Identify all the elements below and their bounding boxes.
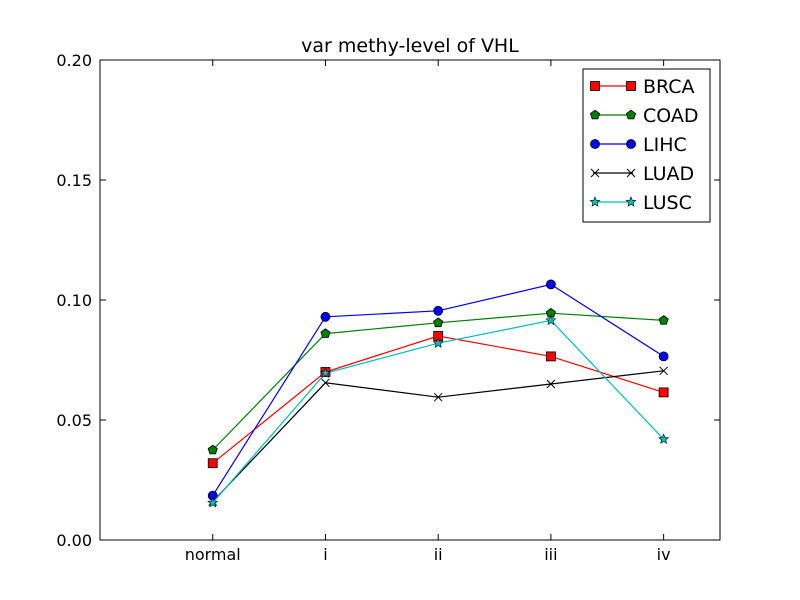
data-point-stroke bbox=[321, 378, 330, 388]
legend-entry-luad: LUAD bbox=[590, 163, 694, 185]
y-tick-label: 0.10 bbox=[56, 291, 92, 310]
data-point bbox=[626, 81, 636, 91]
data-point bbox=[433, 317, 444, 328]
data-point bbox=[658, 387, 669, 398]
data-point bbox=[658, 351, 669, 362]
data-point bbox=[432, 337, 444, 348]
data-point bbox=[433, 305, 444, 316]
data-point-stroke bbox=[659, 366, 668, 376]
data-point-stroke bbox=[626, 168, 636, 178]
data-point bbox=[546, 279, 556, 290]
data-point bbox=[589, 196, 601, 207]
data-point bbox=[658, 433, 670, 444]
legend-label: LIHC bbox=[643, 134, 687, 156]
data-point bbox=[625, 109, 637, 120]
data-point bbox=[658, 315, 669, 325]
y-tick-label: 0.20 bbox=[56, 51, 92, 70]
data-point bbox=[625, 196, 637, 207]
legend-entry-brca: BRCA bbox=[590, 76, 695, 98]
x-tick-label: normal bbox=[185, 545, 241, 564]
data-point bbox=[207, 496, 219, 508]
legend-label: LUAD bbox=[643, 163, 694, 185]
data-point bbox=[590, 139, 600, 149]
data-point bbox=[319, 367, 331, 378]
data-point bbox=[546, 351, 556, 362]
x-tick-label: iv bbox=[657, 545, 671, 564]
x-tick-label: i bbox=[323, 545, 327, 564]
data-point bbox=[545, 314, 557, 326]
data-point bbox=[433, 392, 443, 402]
x-tick-label: iii bbox=[544, 545, 557, 564]
data-point bbox=[626, 168, 636, 178]
legend: BRCA COAD LIHC LUAD LUSC bbox=[582, 68, 711, 223]
series-lihc bbox=[207, 279, 669, 501]
data-point bbox=[659, 366, 668, 376]
chart-title: var methy-level of VHL bbox=[301, 35, 519, 57]
y-tick-label: 0.05 bbox=[56, 411, 92, 430]
data-point-stroke bbox=[433, 392, 443, 402]
legend-label: COAD bbox=[643, 105, 699, 127]
series-coad bbox=[207, 307, 669, 455]
legend-label: LUSC bbox=[643, 192, 692, 214]
legend-label: BRCA bbox=[643, 76, 695, 98]
data-point bbox=[320, 311, 331, 322]
data-point bbox=[590, 81, 600, 91]
data-point bbox=[321, 378, 330, 388]
series-lusc bbox=[207, 314, 670, 508]
legend-box bbox=[582, 68, 711, 223]
x-tick-label: ii bbox=[434, 545, 443, 564]
data-point bbox=[207, 444, 218, 455]
legend-entry-lihc: LIHC bbox=[590, 134, 687, 156]
data-point bbox=[546, 379, 556, 389]
legend-entry-lusc: LUSC bbox=[589, 192, 692, 214]
legend-entry-coad: COAD bbox=[589, 105, 699, 127]
y-tick-label: 0.00 bbox=[56, 531, 92, 550]
data-point bbox=[626, 139, 636, 149]
y-tick-label: 0.15 bbox=[56, 171, 92, 190]
data-point bbox=[207, 458, 218, 469]
data-point-stroke bbox=[546, 379, 556, 389]
data-point bbox=[589, 109, 601, 120]
data-point bbox=[590, 168, 600, 178]
series-luad bbox=[208, 366, 668, 506]
data-point bbox=[320, 328, 331, 338]
data-point-stroke bbox=[590, 168, 600, 178]
